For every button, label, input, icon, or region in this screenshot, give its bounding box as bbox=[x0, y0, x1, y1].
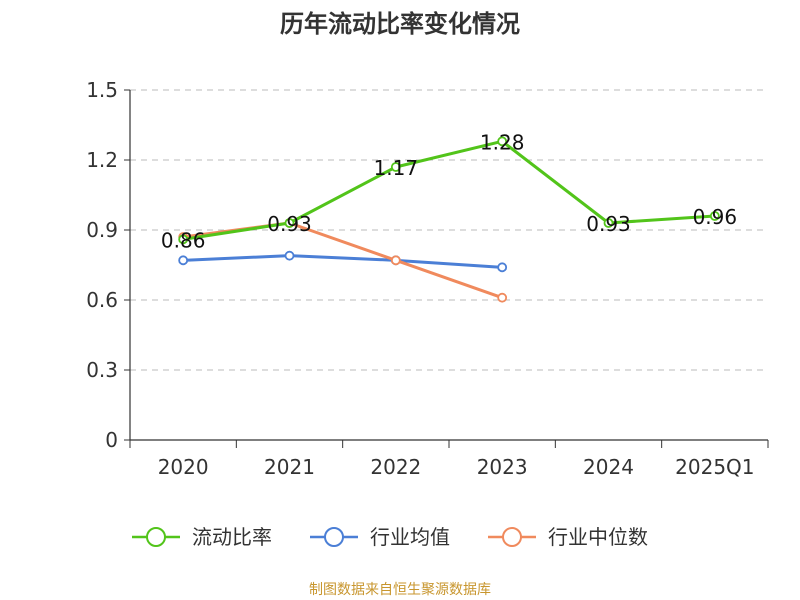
data-point bbox=[497, 136, 508, 147]
series-lines bbox=[178, 136, 720, 303]
legend-label: 流动比率 bbox=[192, 525, 272, 549]
data-label: 1.28 bbox=[480, 130, 525, 154]
y-tick-label: 0.9 bbox=[86, 218, 118, 242]
x-tick-label: 2020 bbox=[158, 455, 209, 479]
y-tick-label: 1.2 bbox=[86, 148, 118, 172]
legend-item-2[interactable]: 行业中位数 bbox=[488, 525, 648, 549]
series-0 bbox=[178, 136, 720, 245]
legend-item-0[interactable]: 流动比率 bbox=[132, 525, 272, 549]
x-tick-label: 2024 bbox=[583, 455, 634, 479]
legend-label: 行业均值 bbox=[370, 525, 450, 549]
data-point bbox=[390, 255, 401, 266]
series-line bbox=[182, 139, 715, 241]
legend: 流动比率 行业均值 行业中位数 bbox=[132, 525, 648, 549]
data-point bbox=[178, 255, 189, 266]
y-tick-label: 0 bbox=[105, 428, 118, 452]
chart-title: 历年流动比率变化情况 bbox=[280, 10, 520, 38]
data-point bbox=[497, 262, 508, 273]
x-tick-label: 2023 bbox=[477, 455, 528, 479]
data-point bbox=[284, 250, 295, 261]
legend-label: 行业中位数 bbox=[548, 525, 648, 549]
data-point bbox=[603, 218, 614, 228]
x-tick-label: 2025Q1 bbox=[675, 455, 754, 479]
data-point bbox=[497, 292, 508, 303]
data-label: 1.17 bbox=[374, 156, 419, 180]
y-tick-label: 0.6 bbox=[86, 288, 118, 312]
series-1 bbox=[178, 250, 508, 273]
x-tick-label: 2022 bbox=[370, 455, 421, 479]
data-label: 0.86 bbox=[161, 228, 206, 252]
legend-marker bbox=[502, 527, 522, 547]
y-tick-label: 0.3 bbox=[86, 358, 118, 382]
data-point bbox=[178, 234, 189, 245]
series-line bbox=[183, 254, 503, 269]
x-tick-label: 2021 bbox=[264, 455, 315, 479]
data-label: 0.93 bbox=[586, 212, 631, 236]
data-point bbox=[709, 211, 720, 221]
data-point bbox=[284, 218, 295, 228]
data-label: 0.93 bbox=[267, 212, 312, 236]
legend-marker bbox=[324, 527, 344, 547]
y-tick-label: 1.5 bbox=[86, 78, 118, 102]
data-label: 0.96 bbox=[693, 205, 738, 229]
grid-lines bbox=[130, 89, 768, 371]
axes: 0 0.3 0.6 0.9 1.2 1.5 2020 2021 2022 2023 2024 2025… bbox=[86, 78, 769, 479]
series-line bbox=[182, 221, 503, 300]
data-labels: 0.86 0.93 1.17 1.28 0.93 0.96 bbox=[161, 130, 737, 252]
legend-marker bbox=[146, 527, 166, 547]
source-note: 制图数据来自恒生聚源数据库 bbox=[309, 582, 491, 598]
data-point bbox=[390, 162, 401, 172]
legend-item-1[interactable]: 行业均值 bbox=[310, 525, 450, 549]
